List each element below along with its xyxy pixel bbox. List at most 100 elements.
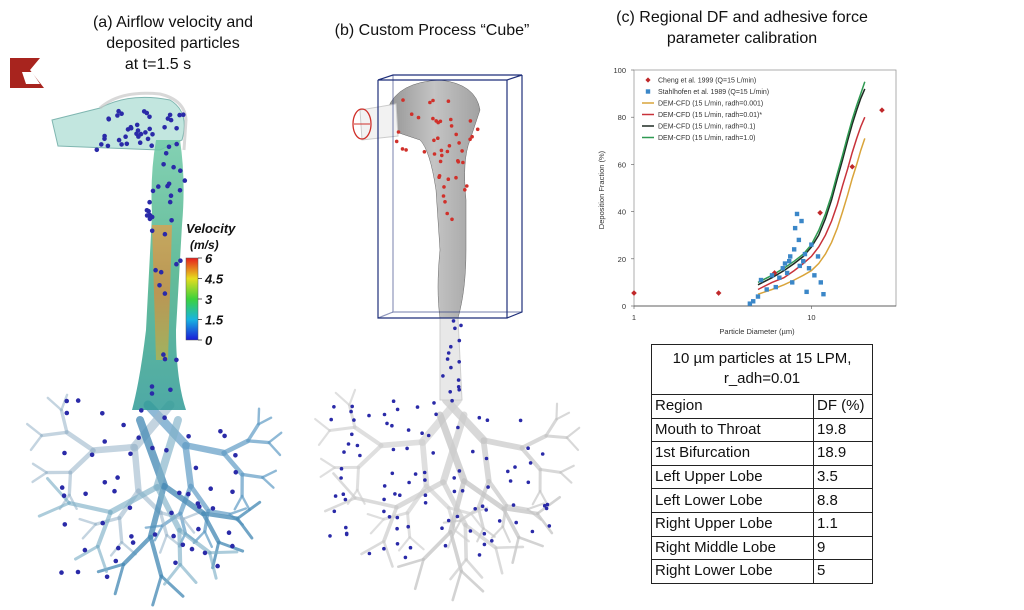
airway-branch bbox=[68, 448, 96, 475]
particle-dot bbox=[166, 144, 172, 150]
particle-dot bbox=[350, 404, 355, 409]
particle-dot bbox=[432, 138, 436, 143]
airway-a-trachea-jet bbox=[152, 225, 172, 360]
airway-branch bbox=[419, 439, 430, 489]
particle-dot bbox=[121, 422, 126, 428]
particle-dot bbox=[413, 472, 418, 476]
particle-dot bbox=[544, 506, 549, 511]
particle-dot bbox=[446, 351, 451, 355]
particle-dot bbox=[148, 214, 154, 220]
airway-branch bbox=[159, 574, 185, 598]
particle-dot bbox=[490, 539, 494, 543]
airway-branch bbox=[117, 516, 124, 544]
airway-branch bbox=[511, 535, 520, 564]
particle-dot bbox=[518, 418, 523, 423]
particle-dot bbox=[352, 418, 356, 422]
airway-branch bbox=[440, 479, 468, 528]
particle-dot bbox=[403, 555, 408, 560]
particle-dot bbox=[139, 408, 144, 413]
table-cell-region: Right Upper Lobe bbox=[651, 511, 814, 537]
airway-branch bbox=[163, 562, 182, 586]
airway-branch bbox=[228, 507, 248, 516]
airway-branch bbox=[161, 482, 207, 517]
particle-dot bbox=[64, 398, 69, 404]
particle-dot bbox=[145, 136, 151, 142]
particle-dot bbox=[127, 505, 133, 511]
particle-dot bbox=[350, 432, 354, 437]
particle-dot bbox=[477, 415, 482, 420]
airway-branch bbox=[148, 534, 164, 579]
airway-branch bbox=[355, 465, 360, 492]
airway-branch bbox=[360, 540, 386, 556]
df-table: 10 µm particles at 15 LPM, r_adh=0.01 Re… bbox=[651, 344, 873, 584]
data-point-stahlhofen bbox=[751, 299, 756, 304]
legend-label: DEM-CFD (15 L/min, radh=1.0) bbox=[658, 135, 755, 142]
airway-branch bbox=[555, 411, 571, 421]
particle-dot bbox=[448, 390, 453, 394]
particle-dot bbox=[431, 98, 435, 103]
particle-dot bbox=[89, 452, 95, 458]
particle-dot bbox=[181, 112, 186, 117]
particle-dot bbox=[332, 405, 336, 409]
particle-dot bbox=[446, 99, 451, 103]
airway-branch bbox=[544, 434, 569, 440]
table-cell-region: Mouth to Throat bbox=[651, 417, 814, 443]
airway-branch bbox=[25, 422, 43, 437]
airway-branch bbox=[67, 500, 113, 515]
mouth-inlet-icon bbox=[352, 108, 372, 140]
particle-dot bbox=[343, 497, 348, 502]
particle-dot bbox=[149, 391, 155, 396]
data-point-stahlhofen bbox=[784, 270, 790, 276]
particle-dot bbox=[542, 503, 547, 508]
airway-branch bbox=[267, 431, 283, 444]
particle-dot bbox=[405, 446, 409, 451]
airway-branch bbox=[319, 466, 336, 478]
data-point-stahlhofen bbox=[788, 254, 793, 259]
particle-dot bbox=[395, 526, 399, 531]
particle-dot bbox=[409, 112, 414, 116]
particle-dot bbox=[486, 485, 490, 489]
particle-dot bbox=[168, 117, 174, 123]
data-point-stahlhofen bbox=[777, 275, 782, 280]
particle-dot bbox=[153, 267, 158, 273]
airway-branch bbox=[559, 464, 575, 474]
process-cube bbox=[377, 74, 523, 319]
particle-dot bbox=[115, 113, 120, 118]
particle-dot bbox=[442, 185, 446, 189]
colorbar-tick-label: 4.5 bbox=[204, 272, 224, 287]
y-tick-label: 60 bbox=[618, 160, 626, 169]
particle-dot bbox=[138, 131, 144, 137]
particle-dot bbox=[528, 461, 533, 465]
airway-branch bbox=[381, 505, 399, 544]
airway-branch bbox=[356, 443, 384, 470]
particle-dot bbox=[484, 508, 489, 512]
table-row: Right Lower Lobe 5 bbox=[651, 559, 873, 584]
particle-dot bbox=[401, 98, 405, 102]
particle-dot bbox=[182, 178, 188, 183]
airway-branch bbox=[538, 467, 562, 474]
airway-branch bbox=[261, 469, 277, 479]
airway-branch bbox=[352, 425, 384, 448]
table-cell-region: Right Middle Lobe bbox=[651, 535, 814, 561]
data-point-stahlhofen bbox=[758, 277, 764, 283]
table-row: Right Upper Lobe 1.1 bbox=[651, 511, 873, 537]
particle-dot bbox=[451, 319, 456, 323]
particle-dot bbox=[463, 188, 467, 192]
velocity-colorbar bbox=[185, 257, 199, 341]
panel-c-title-line1: (c) Regional DF and adhesive force bbox=[616, 9, 868, 26]
logo-icon bbox=[10, 58, 44, 88]
particle-dot bbox=[480, 504, 485, 509]
particle-dot bbox=[382, 509, 386, 514]
particle-dot bbox=[452, 489, 457, 494]
particle-dot bbox=[162, 415, 167, 421]
airway-branch bbox=[526, 502, 545, 511]
particle-dot bbox=[406, 428, 411, 432]
particle-dot bbox=[341, 492, 346, 497]
airway-branch bbox=[413, 557, 425, 591]
airway-branch bbox=[107, 483, 161, 516]
airway-branch bbox=[382, 511, 410, 521]
airway-branch bbox=[158, 533, 168, 554]
data-point-stahlhofen bbox=[815, 254, 821, 259]
particle-dot bbox=[396, 130, 401, 134]
